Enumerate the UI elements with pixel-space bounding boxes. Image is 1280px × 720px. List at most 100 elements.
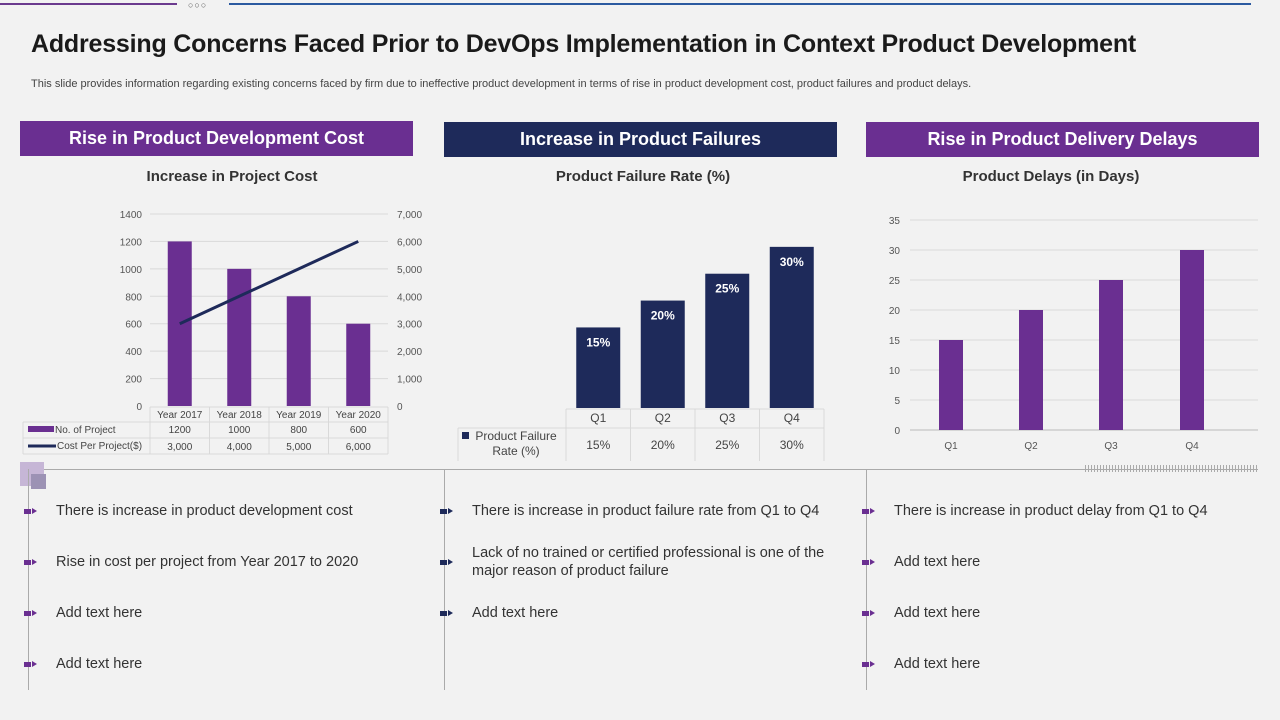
- x-category-label: Q1: [944, 441, 958, 452]
- y-tick-label: 1200: [120, 237, 143, 248]
- y-tick-label: 10: [889, 366, 901, 377]
- x-category-label: Year 2019: [276, 410, 322, 421]
- table-value: 20%: [651, 438, 675, 452]
- decor-square-dark: [31, 474, 46, 489]
- y2-tick-label: 4,000: [397, 292, 422, 303]
- y-tick-label: 0: [136, 402, 142, 413]
- bullet-arrow-icon: [440, 558, 454, 566]
- bullet-arrow-icon: [24, 609, 38, 617]
- x-category-label: Year 2018: [217, 410, 263, 421]
- y-tick-label: 200: [125, 375, 142, 386]
- legend-label-line2: Rate (%): [492, 444, 539, 458]
- y-tick-label: 0: [894, 426, 900, 437]
- y-tick-label: 1400: [120, 210, 143, 221]
- x-category-label: Q3: [719, 411, 735, 425]
- bar-delay: [939, 340, 963, 430]
- table-value: 4,000: [227, 442, 252, 453]
- table-value: 1200: [169, 425, 192, 436]
- section-header-failures: Increase in Product Failures: [444, 122, 837, 157]
- bullet-text: Add text here: [894, 605, 981, 621]
- legend-label: Cost Per Project($): [57, 441, 142, 452]
- x-category-label: Q4: [1185, 441, 1199, 452]
- bullet-arrow-icon: [862, 609, 876, 617]
- bullet-arrow-icon: [24, 507, 38, 515]
- divider-line: [23, 469, 1258, 470]
- chart-title-failures: Product Failure Rate (%): [555, 168, 731, 185]
- bar-failure-rate: [576, 327, 621, 408]
- bullet-arrow-icon: [24, 660, 38, 668]
- section-header-delays: Rise in Product Delivery Delays: [866, 122, 1259, 157]
- bullet-text: Add text here: [894, 554, 981, 570]
- decor-hatch: [1085, 465, 1258, 472]
- y2-tick-label: 0: [397, 402, 403, 413]
- y2-tick-label: 3,000: [397, 320, 422, 331]
- x-category-label: Q3: [1104, 441, 1118, 452]
- bar-delay: [1180, 250, 1204, 430]
- y-tick-label: 30: [889, 246, 901, 257]
- bullet-arrow-icon: [440, 507, 454, 515]
- table-value: 600: [350, 425, 367, 436]
- x-category-label: Q2: [655, 411, 671, 425]
- bullet-text: Lack of no trained or certified professi…: [472, 545, 825, 579]
- bullet-text: Add text here: [56, 605, 143, 621]
- table-value: 1000: [228, 425, 251, 436]
- bar-failure-rate: [705, 273, 750, 408]
- x-category-label: Year 2020: [336, 410, 382, 421]
- column-line: [866, 469, 867, 690]
- table-value: 800: [290, 425, 307, 436]
- data-label: 25%: [715, 282, 739, 296]
- bar-delay: [1019, 310, 1043, 430]
- bullet-text: Add text here: [472, 605, 559, 621]
- y-tick-label: 35: [889, 216, 901, 227]
- table-value: 30%: [780, 438, 804, 452]
- y-tick-label: 1000: [120, 265, 143, 276]
- table-value: 3,000: [167, 442, 192, 453]
- bar-failure-rate: [769, 246, 814, 408]
- y2-tick-label: 2,000: [397, 347, 422, 358]
- y-tick-label: 5: [894, 396, 900, 407]
- section-header-cost: Rise in Product Development Cost: [20, 121, 413, 156]
- y-tick-label: 800: [125, 292, 142, 303]
- table-value: 15%: [586, 438, 610, 452]
- bullet-arrow-icon: [24, 558, 38, 566]
- top-decor-dots: ○○○: [188, 0, 208, 10]
- legend-swatch: [462, 432, 469, 439]
- table-value: 25%: [715, 438, 739, 452]
- bullet-text: Add text here: [894, 656, 981, 672]
- table-value: 6,000: [346, 442, 371, 453]
- chart-title-cost: Increase in Project Cost: [146, 168, 318, 185]
- bullet-text: Add text here: [56, 656, 143, 672]
- y2-tick-label: 5,000: [397, 265, 422, 276]
- top-decor-line-right: [229, 3, 1251, 5]
- y-tick-label: 15: [889, 336, 901, 347]
- legend-label: No. of Project: [55, 425, 116, 436]
- data-label: 30%: [780, 255, 804, 269]
- top-decor-line-left: [0, 3, 177, 5]
- bullet-arrow-icon: [862, 558, 876, 566]
- y2-tick-label: 7,000: [397, 210, 422, 221]
- table-value: 5,000: [286, 442, 311, 453]
- bullet-text: There is increase in product development…: [56, 503, 353, 519]
- y-tick-label: 600: [125, 320, 142, 331]
- bar-failure-rate: [640, 300, 685, 408]
- legend-swatch-bar: [28, 426, 54, 432]
- bar-no-of-project: [227, 268, 252, 406]
- page-subtitle: This slide provides information regardin…: [31, 78, 972, 90]
- bullet-text: There is increase in product delay from …: [894, 503, 1208, 519]
- column-line: [28, 469, 29, 690]
- y2-tick-label: 6,000: [397, 237, 422, 248]
- bar-no-of-project: [346, 323, 371, 406]
- bar-no-of-project: [286, 296, 311, 406]
- bar-delay: [1099, 280, 1123, 430]
- x-category-label: Year 2017: [157, 410, 203, 421]
- bullet-arrow-icon: [862, 507, 876, 515]
- x-category-label: Q4: [784, 411, 800, 425]
- bullet-text: There is increase in product failure rat…: [472, 503, 820, 519]
- column-line: [444, 469, 445, 690]
- legend-label-line1: Product Failure: [475, 429, 557, 443]
- x-category-label: Q1: [590, 411, 606, 425]
- data-label: 15%: [586, 335, 610, 349]
- bullet-arrow-icon: [440, 609, 454, 617]
- y-tick-label: 400: [125, 347, 142, 358]
